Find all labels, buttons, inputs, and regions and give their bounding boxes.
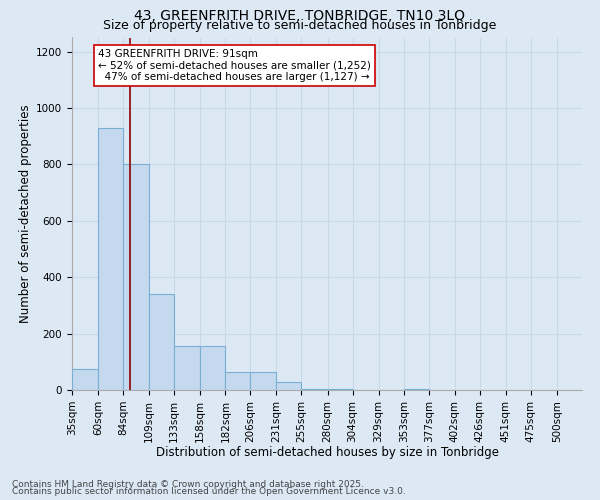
Text: 43 GREENFRITH DRIVE: 91sqm
← 52% of semi-detached houses are smaller (1,252)
  4: 43 GREENFRITH DRIVE: 91sqm ← 52% of semi… <box>98 49 371 82</box>
Text: 43, GREENFRITH DRIVE, TONBRIDGE, TN10 3LQ: 43, GREENFRITH DRIVE, TONBRIDGE, TN10 3L… <box>134 9 466 23</box>
Text: Contains HM Land Registry data © Crown copyright and database right 2025.: Contains HM Land Registry data © Crown c… <box>12 480 364 489</box>
Bar <box>200 346 226 390</box>
Text: Contains public sector information licensed under the Open Government Licence v3: Contains public sector information licen… <box>12 488 406 496</box>
Bar <box>328 388 353 390</box>
Bar <box>301 388 328 390</box>
Bar <box>226 372 250 390</box>
Bar <box>250 372 277 390</box>
Bar <box>149 294 174 390</box>
Bar <box>277 382 301 390</box>
Bar <box>174 346 200 390</box>
Y-axis label: Number of semi-detached properties: Number of semi-detached properties <box>19 104 32 323</box>
Bar <box>123 164 149 390</box>
Bar <box>72 369 98 390</box>
Bar <box>98 128 123 390</box>
Text: Size of property relative to semi-detached houses in Tonbridge: Size of property relative to semi-detach… <box>103 19 497 32</box>
Bar <box>404 388 428 390</box>
X-axis label: Distribution of semi-detached houses by size in Tonbridge: Distribution of semi-detached houses by … <box>155 446 499 459</box>
